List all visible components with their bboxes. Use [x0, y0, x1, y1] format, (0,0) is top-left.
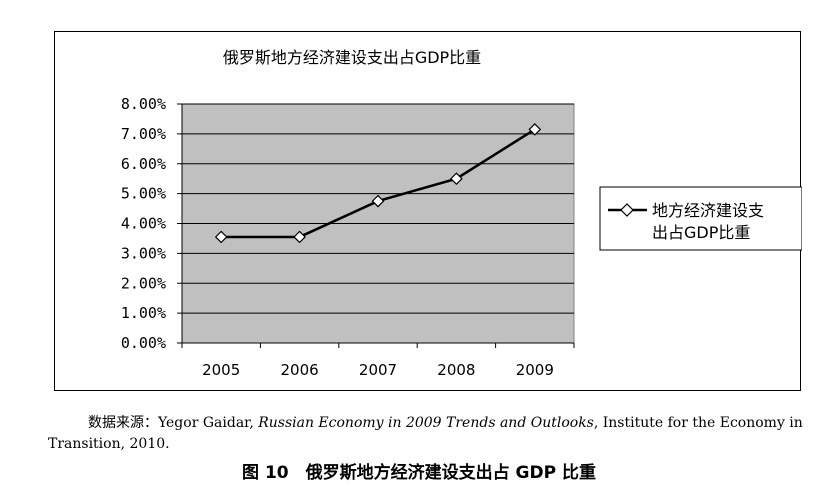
x-tick-label: 2006 [281, 361, 319, 379]
legend-box [599, 186, 802, 251]
x-tick-label: 2008 [437, 361, 475, 379]
legend: 地方经济建设支 出占GDP比重 [599, 186, 802, 251]
source-author: Yegor Gaidar, [158, 415, 254, 431]
data-point-marker [214, 230, 228, 244]
chart-title: 俄罗斯地方经济建设支出占GDP比重 [223, 48, 481, 67]
figure-caption: 图 10 俄罗斯地方经济建设支出占 GDP 比重 [242, 463, 596, 483]
y-tick-label: 4.00% [121, 215, 166, 233]
data-point-marker [371, 194, 385, 208]
x-tick-label: 2005 [202, 361, 240, 379]
source-label: 数据来源： [88, 415, 158, 431]
source-book: Russian Economy in 2009 Trends and Outlo… [258, 415, 594, 431]
x-tick-label: 2007 [359, 361, 397, 379]
y-tick-label: 0.00% [121, 334, 166, 352]
grid-layer [182, 103, 574, 314]
data-point-marker [528, 123, 542, 136]
y-tick-label: 3.00% [121, 244, 166, 262]
x-tick-label: 2009 [516, 361, 554, 379]
axis-layer: 0.00% 1.00% 2.00% 3.00% 4.00% 5.00% 6.00% 7.00%… [121, 95, 575, 379]
y-tick-label: 7.00% [121, 125, 166, 143]
data-point-marker [450, 172, 463, 186]
chart-frame: 俄罗斯地方经济建设支出占GDP比重 0.00% 1.00% 2.00% 3.00% 4.… [54, 31, 802, 391]
y-tick-label: 6.00% [121, 155, 166, 173]
legend-label-line2: 出占GDP比重 [652, 223, 750, 242]
legend-label-line1: 地方经济建设支 [652, 201, 764, 220]
y-tick-label: 1.00% [121, 304, 166, 322]
series-layer [214, 123, 542, 244]
legend-marker [620, 203, 634, 217]
y-tick-label: 5.00% [121, 185, 166, 203]
y-tick-label: 2.00% [121, 274, 166, 292]
y-tick-label: 8.00% [121, 95, 166, 113]
source-note: 数据来源：Yegor Gaidar, Russian Economy in 20… [48, 413, 808, 455]
source-rest: , Institute for the Economy in Transitio… [48, 415, 803, 452]
data-point-marker [293, 230, 306, 244]
chart-svg: 俄罗斯地方经济建设支出占GDP比重 0.00% 1.00% 2.00% 3.00% 4.… [121, 48, 802, 379]
